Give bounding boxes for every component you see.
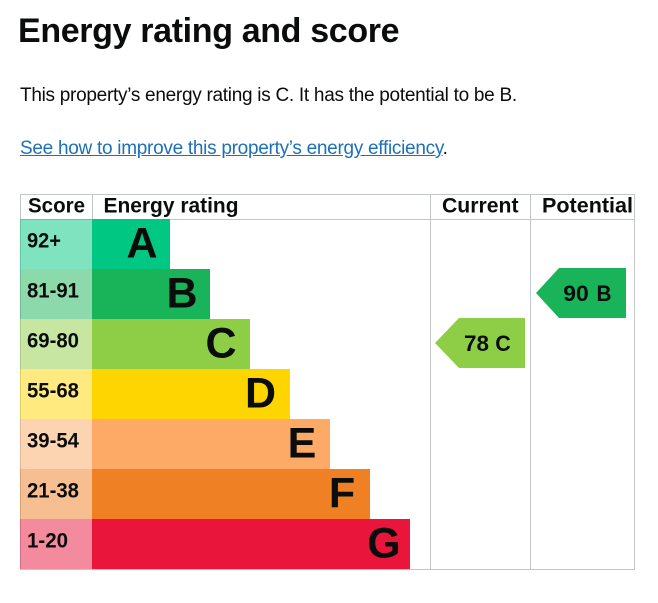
svg-text:21-38: 21-38 [27,480,79,503]
svg-text:Current: Current [442,195,519,218]
svg-text:81-91: 81-91 [27,280,79,303]
svg-text:G: G [367,520,400,568]
svg-text:Score: Score [28,195,85,218]
svg-text:B: B [166,270,197,318]
svg-text:1-20: 1-20 [27,530,68,553]
svg-text:C: C [495,331,511,356]
svg-text:69-80: 69-80 [27,330,79,353]
svg-text:90: 90 [563,281,589,306]
svg-text:A: A [126,220,157,268]
svg-text:78: 78 [464,331,489,356]
svg-text:F: F [329,470,355,518]
svg-text:Energy rating: Energy rating [104,195,239,218]
svg-text:55-68: 55-68 [27,380,79,403]
svg-text:B: B [597,281,612,306]
svg-text:Potential: Potential [542,195,633,218]
svg-text:C: C [205,320,236,368]
svg-text:D: D [245,370,276,418]
svg-text:E: E [288,420,317,468]
svg-text:39-54: 39-54 [27,430,79,453]
svg-text:92+: 92+ [27,230,61,253]
